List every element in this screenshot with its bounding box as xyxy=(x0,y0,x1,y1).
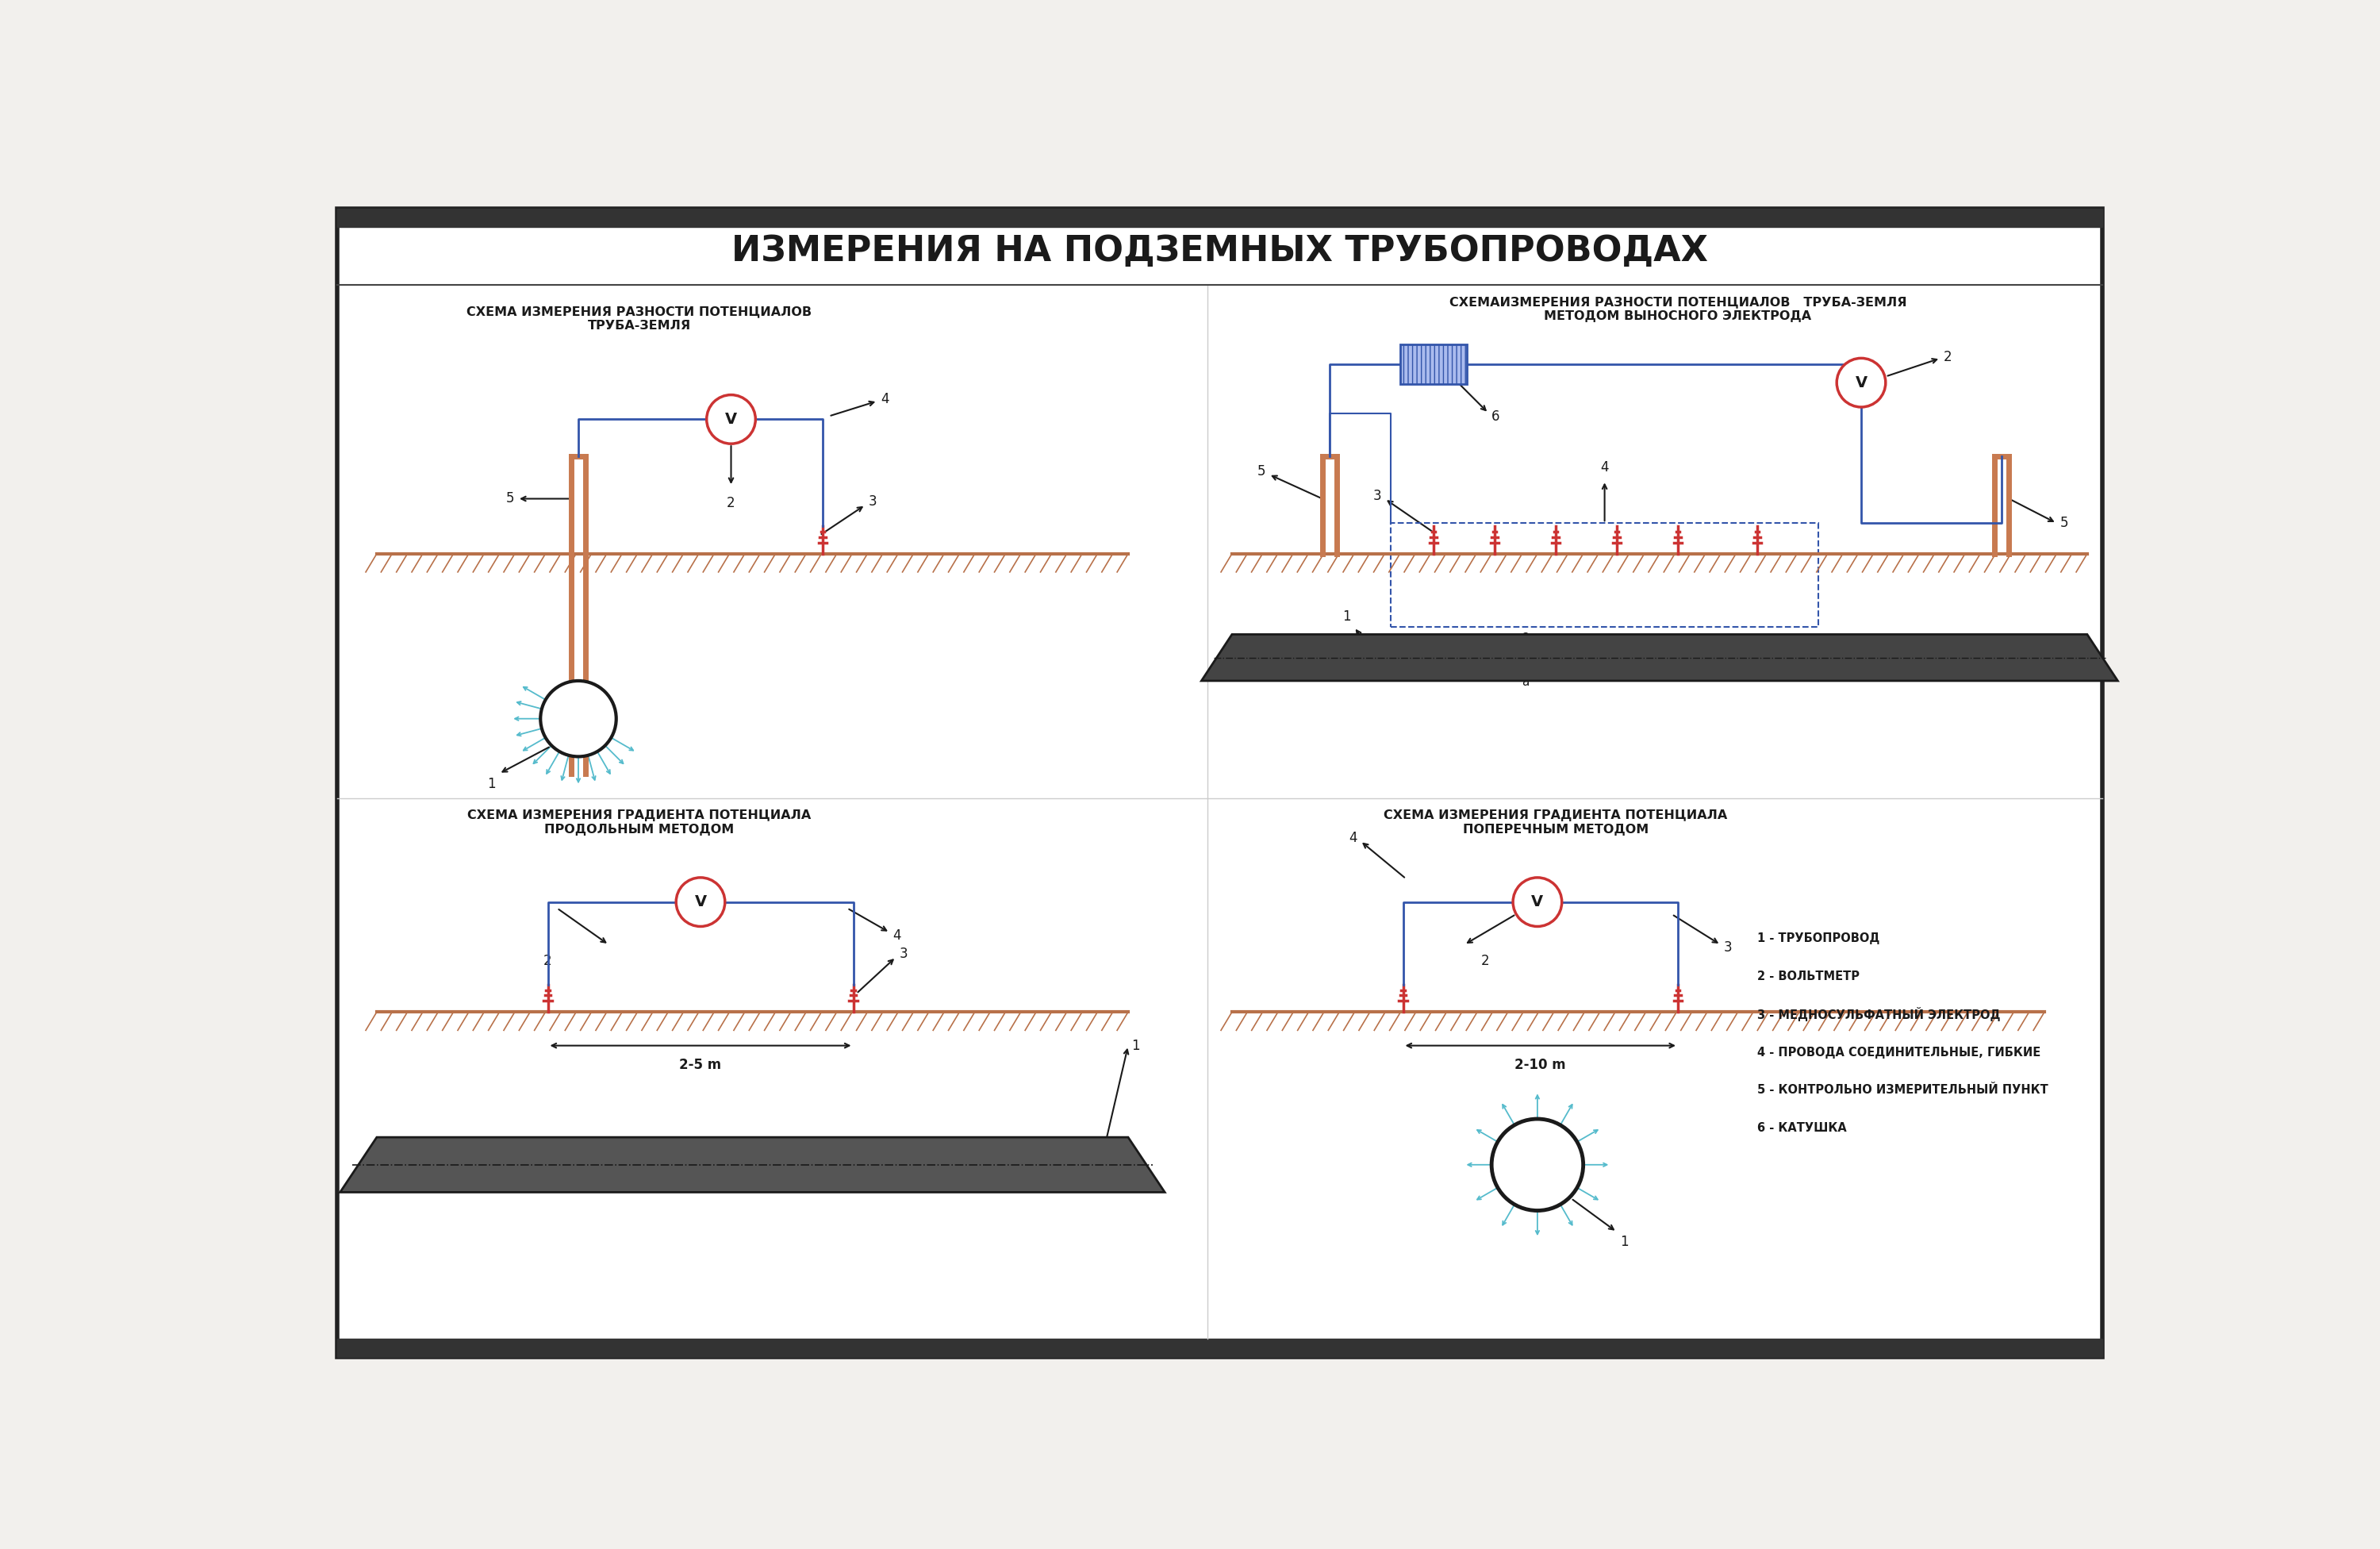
Text: СХЕМА ИЗМЕРЕНИЯ РАЗНОСТИ ПОТЕНЦИАЛОВ
ТРУБА-ЗЕМЛЯ: СХЕМА ИЗМЕРЕНИЯ РАЗНОСТИ ПОТЕНЦИАЛОВ ТРУ… xyxy=(466,305,812,331)
Text: 5: 5 xyxy=(2059,516,2068,530)
Text: 2: 2 xyxy=(1480,954,1490,968)
Text: 1 - ТРУБОПРОВОД: 1 - ТРУБОПРОВОД xyxy=(1756,932,1880,945)
Text: 6 - КАТУШКА: 6 - КАТУШКА xyxy=(1756,1121,1847,1134)
Text: ИЗМЕРЕНИЯ НА ПОДЗЕМНЫХ ТРУБОПРОВОДАХ: ИЗМЕРЕНИЯ НА ПОДЗЕМНЫХ ТРУБОПРОВОДАХ xyxy=(731,234,1709,268)
Text: 2: 2 xyxy=(1944,350,1952,364)
Text: 5 - КОНТРОЛЬНО ИЗМЕРИТЕЛЬНЫЙ ПУНКТ: 5 - КОНТРОЛЬНО ИЗМЕРИТЕЛЬНЫЙ ПУНКТ xyxy=(1756,1084,2049,1097)
Text: 5: 5 xyxy=(1257,465,1266,479)
Text: СХЕМА ИЗМЕРЕНИЯ ГРАДИЕНТА ПОТЕНЦИАЛА
ПОПЕРЕЧНЫМ МЕТОДОМ: СХЕМА ИЗМЕРЕНИЯ ГРАДИЕНТА ПОТЕНЦИАЛА ПОП… xyxy=(1383,810,1728,835)
Text: 3: 3 xyxy=(1373,488,1383,503)
Text: a: a xyxy=(1521,630,1528,643)
Circle shape xyxy=(676,878,726,926)
Circle shape xyxy=(1837,358,1885,407)
Circle shape xyxy=(1492,1118,1583,1211)
Text: СХЕМАИЗМЕРЕНИЯ РАЗНОСТИ ПОТЕНЦИАЛОВ   ТРУБА-ЗЕМЛЯ
МЕТОДОМ ВЫНОСНОГО ЭЛЕКТРОДА: СХЕМАИЗМЕРЕНИЯ РАЗНОСТИ ПОТЕНЦИАЛОВ ТРУБ… xyxy=(1449,296,1906,322)
Bar xyxy=(1399,344,1466,384)
Text: СХЕМА ИЗМЕРЕНИЯ ГРАДИЕНТА ПОТЕНЦИАЛА
ПРОДОЛЬНЫМ МЕТОДОМ: СХЕМА ИЗМЕРЕНИЯ ГРАДИЕНТА ПОТЕНЦИАЛА ПРО… xyxy=(466,810,812,835)
Text: 6: 6 xyxy=(1492,409,1499,423)
Bar xyxy=(338,1338,2102,1357)
Bar xyxy=(1390,524,1818,627)
Text: 4: 4 xyxy=(892,928,902,943)
Text: a: a xyxy=(1521,675,1528,688)
Text: 4: 4 xyxy=(1599,460,1609,474)
Text: 3: 3 xyxy=(1723,940,1733,956)
Circle shape xyxy=(540,682,616,756)
Polygon shape xyxy=(1202,635,2118,682)
Text: 4 - ПРОВОДА СОЕДИНИТЕЛЬНЫЕ, ГИБКИЕ: 4 - ПРОВОДА СОЕДИНИТЕЛЬНЫЕ, ГИБКИЕ xyxy=(1756,1047,2040,1058)
Text: 2 - ВОЛЬТМЕТР: 2 - ВОЛЬТМЕТР xyxy=(1756,971,1859,982)
Text: 3 - МЕДНОСУЛЬФАТНЫЙ ЭЛЕКТРОД: 3 - МЕДНОСУЛЬФАТНЫЙ ЭЛЕКТРОД xyxy=(1756,1007,2002,1022)
Text: V: V xyxy=(726,412,738,428)
Circle shape xyxy=(707,395,754,443)
Bar xyxy=(338,209,2102,226)
Text: 1: 1 xyxy=(1621,1235,1628,1250)
Text: 1: 1 xyxy=(1130,1038,1140,1053)
Text: 3: 3 xyxy=(869,494,876,510)
Text: V: V xyxy=(695,894,707,909)
Text: 2-10 m: 2-10 m xyxy=(1514,1058,1566,1072)
Text: 4: 4 xyxy=(881,392,890,406)
Text: 2: 2 xyxy=(543,954,552,968)
Text: 1: 1 xyxy=(488,776,495,792)
Polygon shape xyxy=(340,1137,1164,1193)
Text: 2: 2 xyxy=(726,496,735,510)
Text: 1: 1 xyxy=(1342,610,1352,624)
Text: V: V xyxy=(1854,375,1868,390)
Text: 3: 3 xyxy=(900,946,907,960)
Text: V: V xyxy=(1530,894,1542,909)
Text: 2-5 m: 2-5 m xyxy=(678,1058,721,1072)
Circle shape xyxy=(1514,878,1561,926)
Text: 4: 4 xyxy=(1349,830,1357,846)
Text: 5: 5 xyxy=(507,491,514,507)
